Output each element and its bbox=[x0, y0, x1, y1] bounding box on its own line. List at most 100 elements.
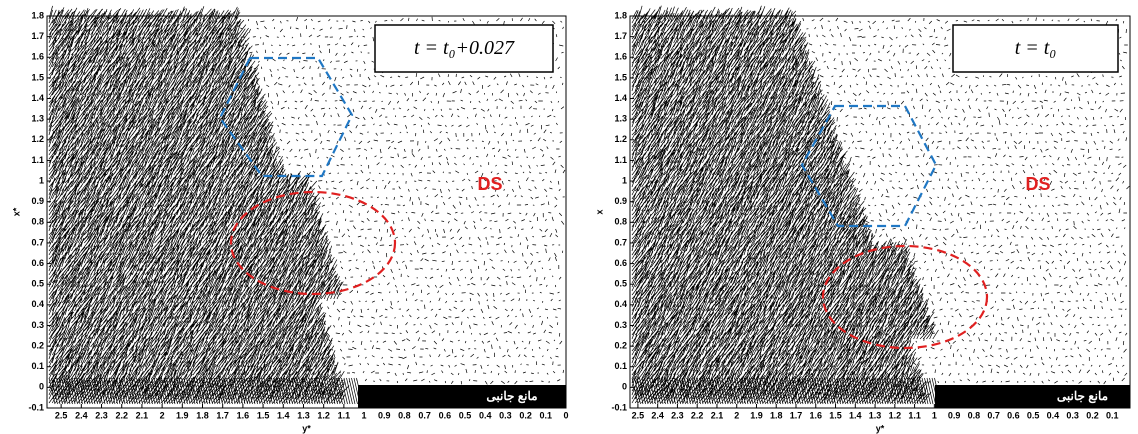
x-tick-label: 0.9 bbox=[378, 410, 391, 420]
x-tick-label: 0.6 bbox=[439, 410, 452, 420]
x-tick-label: 0.7 bbox=[418, 410, 431, 420]
x-tick-label: 1.9 bbox=[750, 410, 763, 420]
y-tick-label: 0 bbox=[39, 382, 44, 392]
y-tick-label: 0.2 bbox=[614, 340, 627, 350]
figure: مانع جانبی t = t₀+0.027 DS 2.5 2.4 2.3 2.2 2.1 2… bbox=[0, 0, 1138, 434]
y-tick-label: 0.1 bbox=[614, 361, 627, 371]
x-tick-label: 1.5 bbox=[257, 410, 270, 420]
x-tick-label: 0.8 bbox=[968, 410, 981, 420]
x-tick-label: 1 bbox=[362, 410, 367, 420]
x-tick-label: 2.5 bbox=[55, 410, 68, 420]
y-tick-label: 0.6 bbox=[31, 258, 44, 268]
y-tick-label: 1.2 bbox=[31, 134, 44, 144]
x-tick-label: 0.7 bbox=[987, 410, 1000, 420]
y-tick-label: 1.2 bbox=[614, 134, 627, 144]
x-tick-label: 0 bbox=[563, 410, 568, 420]
y-tick-label: 1.5 bbox=[31, 72, 44, 82]
x-tick-label: 1.9 bbox=[176, 410, 189, 420]
y-tick-label: 0.2 bbox=[31, 340, 44, 350]
y-tick-label: 0.1 bbox=[31, 361, 44, 371]
x-tick-label: 1.7 bbox=[216, 410, 229, 420]
x-tick-label: 0.1 bbox=[540, 410, 553, 420]
y-tick-label: 1.1 bbox=[614, 155, 627, 165]
x-tick-label: 2 bbox=[734, 410, 739, 420]
y-tick-label: 0.4 bbox=[31, 299, 44, 309]
x-tick-label: 0.8 bbox=[398, 410, 411, 420]
y-tick-label: 1.1 bbox=[31, 155, 44, 165]
obstacle-label: مانع جانبی bbox=[486, 389, 537, 404]
x-tick-label: 0.3 bbox=[499, 410, 512, 420]
x-tick-label: 0.2 bbox=[519, 410, 532, 420]
y-tick-label: 1.6 bbox=[31, 52, 44, 62]
y-axis-label: x bbox=[594, 209, 604, 214]
x-tick-label: 0.6 bbox=[1007, 410, 1020, 420]
x-tick-label: 1.4 bbox=[849, 410, 862, 420]
y-tick-label: 0.6 bbox=[614, 258, 627, 268]
x-tick-label: 1.4 bbox=[277, 410, 290, 420]
x-tick-label: 2.2 bbox=[115, 410, 128, 420]
y-tick-label: 1.3 bbox=[31, 114, 44, 124]
x-tick-label: 0.1 bbox=[1106, 410, 1119, 420]
y-tick-label: 1.7 bbox=[31, 31, 44, 41]
y-axis-label: x* bbox=[11, 207, 21, 216]
x-tick-label: 1.3 bbox=[869, 410, 882, 420]
y-tick-label: 0.7 bbox=[614, 237, 627, 247]
x-tick-label: 0.9 bbox=[948, 410, 961, 420]
y-tick-label: 0.8 bbox=[31, 217, 44, 227]
x-tick-label: 1.8 bbox=[770, 410, 783, 420]
x-tick-label: 1.1 bbox=[908, 410, 921, 420]
x-tick-label: 1.3 bbox=[297, 410, 310, 420]
x-tick-label: 2.2 bbox=[691, 410, 704, 420]
x-tick-label: 1.7 bbox=[790, 410, 803, 420]
x-tick-label: 1.6 bbox=[237, 410, 250, 420]
y-tick-label: 1.8 bbox=[31, 10, 44, 20]
x-tick-label: 2.1 bbox=[711, 410, 724, 420]
x-axis-label: y* bbox=[876, 423, 885, 433]
x-tick-label: 2.4 bbox=[651, 410, 664, 420]
annotation: t = t₀ bbox=[1015, 37, 1057, 59]
x-tick-label: 2.4 bbox=[75, 410, 88, 420]
x-tick-label: 1.6 bbox=[810, 410, 823, 420]
region-label: DS bbox=[477, 174, 502, 194]
x-tick-label: 2.1 bbox=[136, 410, 149, 420]
x-tick-label: 1.2 bbox=[889, 410, 902, 420]
y-tick-label: 1 bbox=[39, 175, 44, 185]
y-tick-label: 0.5 bbox=[31, 279, 44, 289]
x-tick-label: 2.3 bbox=[95, 410, 108, 420]
x-tick-label: 0.4 bbox=[1047, 410, 1060, 420]
region-label: DS bbox=[1025, 174, 1050, 194]
y-tick-label: -0.1 bbox=[611, 402, 627, 412]
y-tick-label: 1.5 bbox=[614, 72, 627, 82]
obstacle-label: مانع جانبی bbox=[1057, 389, 1108, 404]
x-tick-label: 0.5 bbox=[459, 410, 472, 420]
y-tick-label: 0 bbox=[622, 382, 627, 392]
x-tick-label: 0.3 bbox=[1066, 410, 1079, 420]
y-tick-label: 1.4 bbox=[614, 93, 627, 103]
y-tick-label: 0.8 bbox=[614, 217, 627, 227]
x-tick-label: 2.3 bbox=[671, 410, 684, 420]
x-tick-label: 1 bbox=[932, 410, 937, 420]
y-tick-label: 0.5 bbox=[614, 279, 627, 289]
vortex-outline bbox=[220, 58, 352, 176]
y-tick-label: 1.8 bbox=[614, 10, 627, 20]
y-tick-label: 0.4 bbox=[614, 299, 627, 309]
y-tick-label: 0.7 bbox=[31, 237, 44, 247]
x-tick-label: 0.4 bbox=[479, 410, 492, 420]
y-tick-label: 1.4 bbox=[31, 93, 44, 103]
x-tick-label: 0.5 bbox=[1027, 410, 1040, 420]
x-tick-label: 1.2 bbox=[317, 410, 330, 420]
x-tick-label: 0.2 bbox=[1086, 410, 1099, 420]
y-tick-label: 1.6 bbox=[614, 52, 627, 62]
y-tick-label: 0.9 bbox=[614, 196, 627, 206]
x-tick-label: 1.5 bbox=[829, 410, 842, 420]
y-tick-label: -0.1 bbox=[28, 402, 44, 412]
y-tick-label: 0.3 bbox=[31, 320, 44, 330]
y-tick-label: 1.3 bbox=[614, 114, 627, 124]
x-tick-label: 2.5 bbox=[632, 410, 645, 420]
annotation: t = t₀+0.027 bbox=[414, 37, 515, 59]
y-tick-label: 1.7 bbox=[614, 31, 627, 41]
x-tick-label: 1.1 bbox=[338, 410, 351, 420]
y-tick-label: 1 bbox=[622, 175, 627, 185]
x-tick-label: 2 bbox=[160, 410, 165, 420]
y-tick-label: 0.9 bbox=[31, 196, 44, 206]
